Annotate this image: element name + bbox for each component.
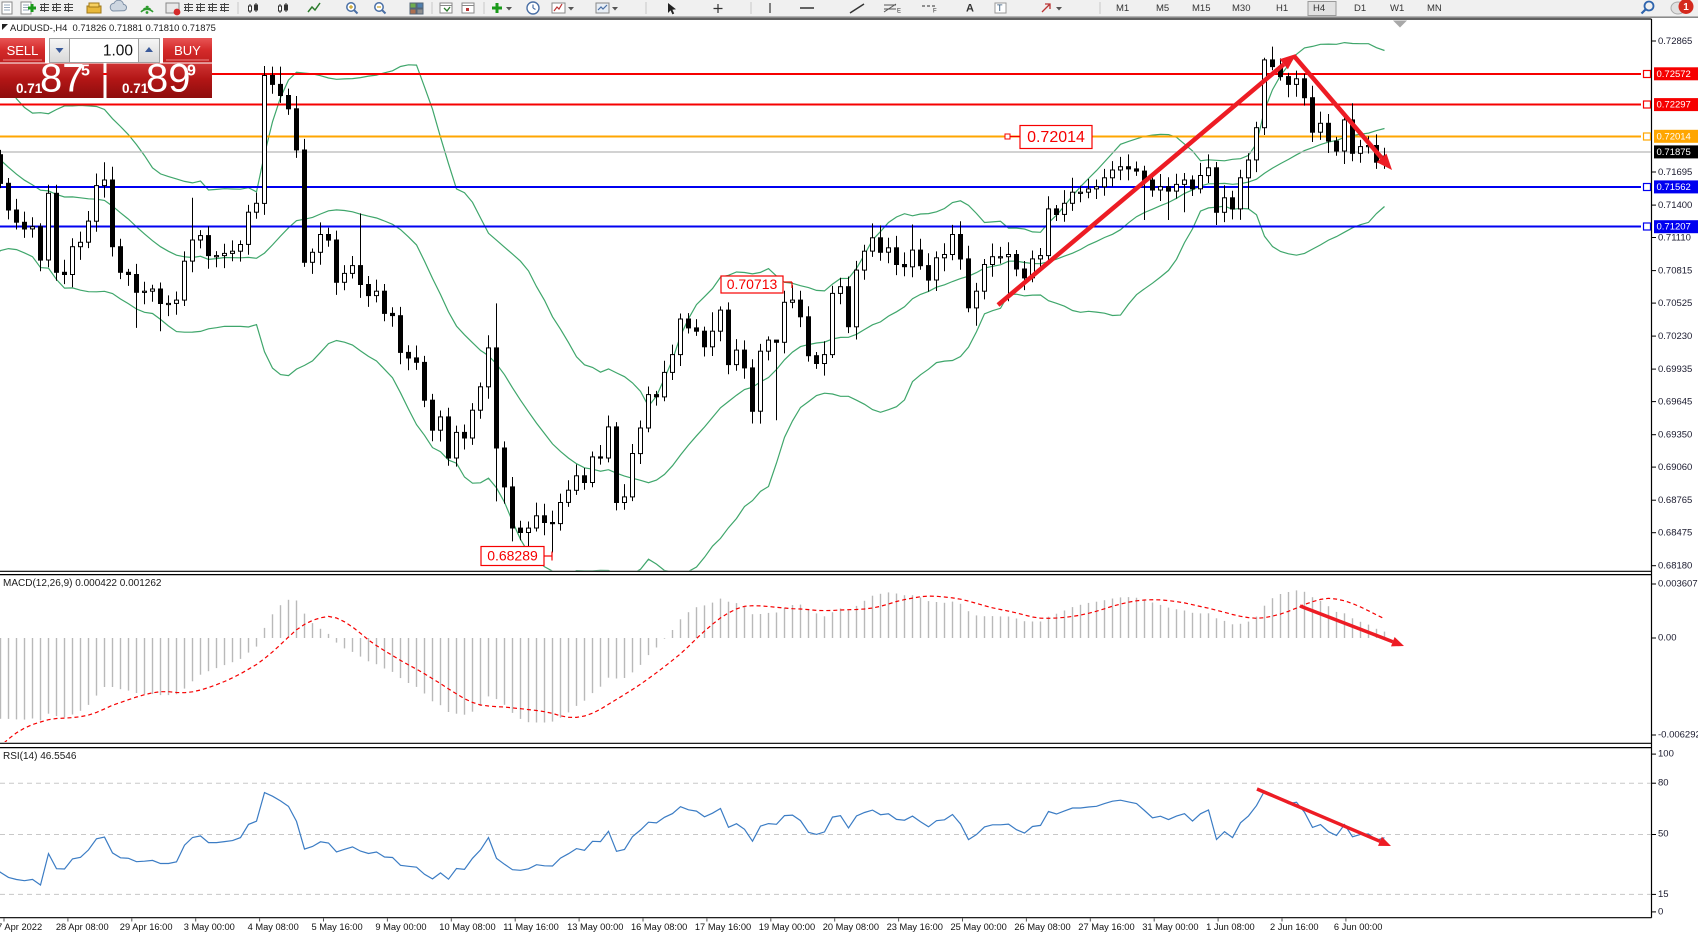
svg-text:0.70525: 0.70525 — [1658, 298, 1692, 309]
svg-text:A: A — [966, 3, 974, 15]
svg-text:17 May 16:00: 17 May 16:00 — [695, 922, 751, 932]
svg-text:0.69060: 0.69060 — [1658, 462, 1692, 473]
svg-text:0.71875: 0.71875 — [1657, 147, 1691, 158]
svg-text:29 Apr 16:00: 29 Apr 16:00 — [120, 922, 173, 932]
svg-text:0.71695: 0.71695 — [1658, 167, 1692, 178]
svg-text:28 Apr 08:00: 28 Apr 08:00 — [56, 922, 109, 932]
svg-text:80: 80 — [1658, 778, 1669, 789]
svg-text:10 May 08:00: 10 May 08:00 — [439, 922, 495, 932]
svg-text:RSI(14) 46.5546: RSI(14) 46.5546 — [3, 751, 77, 762]
svg-text:0.71400: 0.71400 — [1658, 200, 1692, 211]
svg-text:3 May 00:00: 3 May 00:00 — [184, 922, 235, 932]
svg-text:13 May 00:00: 13 May 00:00 — [567, 922, 623, 932]
svg-text:0.00: 0.00 — [1658, 633, 1677, 644]
svg-text:SELL: SELL — [7, 43, 39, 58]
svg-text:0.70815: 0.70815 — [1658, 266, 1692, 277]
svg-text:1: 1 — [1683, 2, 1689, 13]
svg-text:0.003607: 0.003607 — [1658, 579, 1698, 590]
svg-text:0.71110: 0.71110 — [1658, 233, 1691, 244]
svg-text:BUY: BUY — [174, 43, 201, 58]
svg-text:0.71: 0.71 — [122, 81, 149, 96]
svg-text:5 May 16:00: 5 May 16:00 — [312, 922, 363, 932]
svg-text:1 Jun 08:00: 1 Jun 08:00 — [1206, 922, 1255, 932]
svg-text:D1: D1 — [1354, 3, 1366, 14]
svg-text:31 May 00:00: 31 May 00:00 — [1142, 922, 1198, 932]
svg-text:27 May 16:00: 27 May 16:00 — [1078, 922, 1134, 932]
svg-text:16 May 08:00: 16 May 08:00 — [631, 922, 687, 932]
svg-text:9 May 00:00: 9 May 00:00 — [375, 922, 426, 932]
svg-text:100: 100 — [1658, 749, 1674, 760]
svg-text:E: E — [897, 9, 901, 15]
svg-text:M30: M30 — [1232, 3, 1250, 14]
svg-text:0.69935: 0.69935 — [1658, 364, 1692, 375]
svg-text:27 Apr 2022: 27 Apr 2022 — [0, 922, 42, 932]
svg-text:AUDUSD-,H4 0.71826 0.71881 0.: AUDUSD-,H4 0.71826 0.71881 0.71810 0.718… — [10, 22, 216, 33]
svg-text:50: 50 — [1658, 828, 1669, 839]
svg-text:20 May 08:00: 20 May 08:00 — [823, 922, 879, 932]
svg-text:M15: M15 — [1192, 3, 1210, 14]
svg-text:0.68765: 0.68765 — [1658, 495, 1692, 506]
svg-text:1.00: 1.00 — [103, 43, 134, 60]
svg-text:89: 89 — [146, 57, 191, 101]
svg-text:0.70230: 0.70230 — [1658, 331, 1692, 342]
svg-text:W1: W1 — [1390, 3, 1404, 14]
svg-text:0.70713: 0.70713 — [727, 276, 778, 292]
svg-text:0.72865: 0.72865 — [1658, 36, 1692, 47]
svg-text:0.68475: 0.68475 — [1658, 528, 1692, 539]
svg-text:0.72014: 0.72014 — [1027, 129, 1085, 146]
svg-text:19 May 00:00: 19 May 00:00 — [759, 922, 815, 932]
svg-text:0.72014: 0.72014 — [1657, 131, 1691, 142]
svg-text:0: 0 — [1658, 906, 1663, 917]
svg-text:0.71: 0.71 — [16, 81, 43, 96]
svg-text:26 May 08:00: 26 May 08:00 — [1014, 922, 1070, 932]
svg-text:0.71562: 0.71562 — [1657, 182, 1691, 193]
svg-text:4 May 08:00: 4 May 08:00 — [248, 922, 299, 932]
svg-text:9: 9 — [187, 63, 196, 80]
svg-text:25 May 00:00: 25 May 00:00 — [951, 922, 1007, 932]
svg-text:0.69350: 0.69350 — [1658, 430, 1692, 441]
svg-text:H4: H4 — [1313, 3, 1325, 14]
svg-text:87: 87 — [40, 57, 85, 101]
svg-text:MN: MN — [1427, 3, 1442, 14]
svg-text:0.72572: 0.72572 — [1657, 69, 1691, 80]
svg-text:T: T — [997, 3, 1003, 13]
svg-text:0.68180: 0.68180 — [1658, 561, 1692, 572]
svg-text:5: 5 — [81, 63, 90, 80]
svg-text:23 May 16:00: 23 May 16:00 — [887, 922, 943, 932]
svg-text:MACD(12,26,9) 0.000422 0.00126: MACD(12,26,9) 0.000422 0.001262 — [3, 578, 162, 589]
svg-text:0.72297: 0.72297 — [1657, 100, 1691, 111]
svg-text:11 May 16:00: 11 May 16:00 — [503, 922, 559, 932]
svg-text:M1: M1 — [1116, 3, 1129, 14]
svg-text:0.68289: 0.68289 — [487, 548, 538, 564]
svg-text:M5: M5 — [1156, 3, 1169, 14]
svg-text:6 Jun 00:00: 6 Jun 00:00 — [1334, 922, 1383, 932]
svg-text:F: F — [933, 9, 937, 15]
svg-text:H1: H1 — [1276, 3, 1288, 14]
svg-text:15: 15 — [1658, 889, 1669, 900]
svg-text:2 Jun 16:00: 2 Jun 16:00 — [1270, 922, 1319, 932]
svg-text:-0.006292: -0.006292 — [1658, 730, 1698, 741]
svg-text:0.69645: 0.69645 — [1658, 397, 1692, 408]
svg-text:0.71207: 0.71207 — [1657, 222, 1691, 233]
